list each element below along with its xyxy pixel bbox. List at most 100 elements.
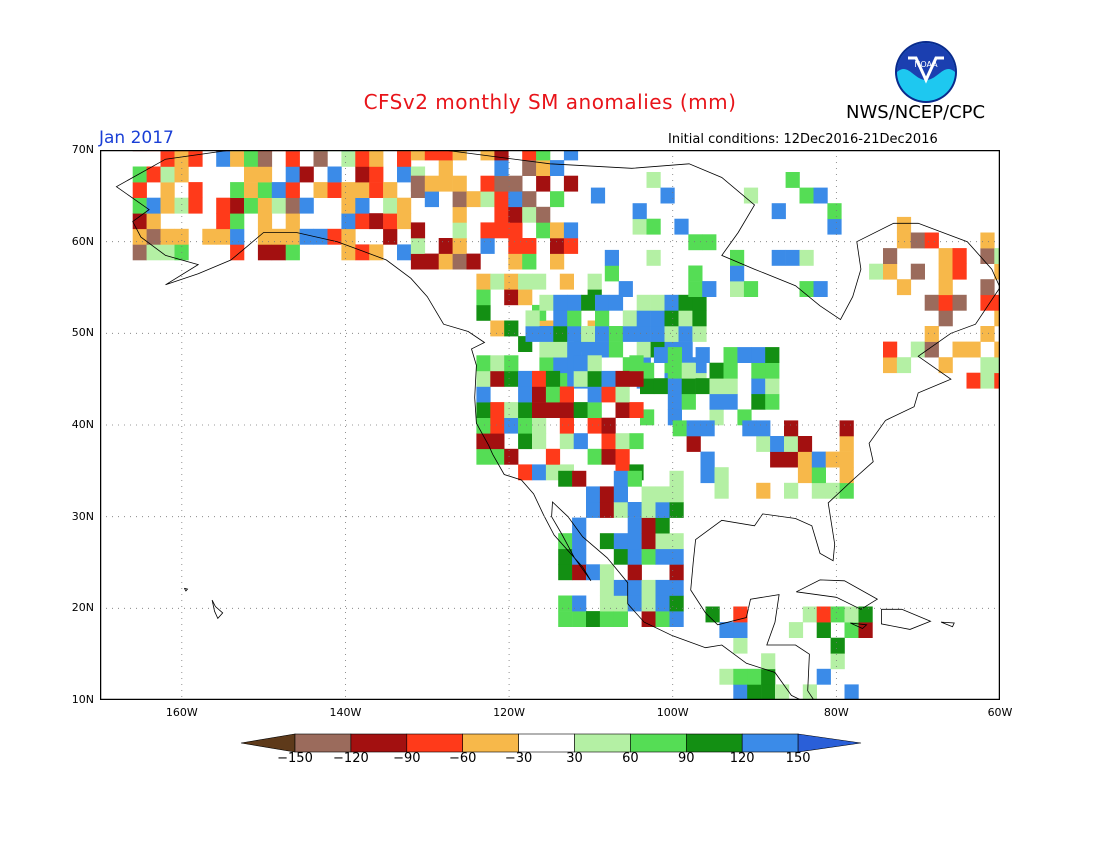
anomaly-cell [410, 175, 426, 192]
anomaly-cell [627, 595, 642, 612]
anomaly-cell [397, 150, 412, 167]
anomaly-cell [132, 213, 147, 230]
anomaly-cell [341, 244, 356, 261]
anomaly-cell [784, 482, 799, 499]
anomaly-cell [615, 433, 630, 450]
anomaly-cell [476, 417, 491, 434]
anomaly-cell [678, 294, 693, 311]
anomaly-cell [587, 448, 602, 465]
anomaly-cell [480, 222, 495, 239]
anomaly-cell [558, 470, 573, 487]
anomaly-cell [285, 150, 300, 167]
anomaly-cell [924, 341, 939, 358]
anomaly-cell [494, 160, 509, 176]
anomaly-cell [230, 197, 245, 214]
anomaly-cell [604, 265, 619, 282]
anomaly-cell [601, 433, 616, 450]
anomaly-cell [410, 222, 426, 239]
anomaly-cell [655, 611, 670, 627]
anomaly-cell [802, 684, 817, 700]
anomaly-cell [827, 218, 842, 235]
anomaly-cell [539, 341, 554, 358]
anomaly-cell [452, 206, 467, 223]
anomaly-cell [830, 637, 845, 654]
anomaly-cell [825, 482, 840, 499]
anomaly-cell [714, 467, 729, 484]
anomaly-cell [816, 622, 831, 638]
anomaly-cell [132, 228, 147, 245]
anomaly-cell [257, 166, 273, 183]
anomaly-cell [545, 402, 561, 418]
anomaly-cell [244, 197, 259, 214]
anomaly-cell [313, 182, 328, 198]
anomaly-cell [910, 341, 925, 358]
anomaly-cell [522, 160, 537, 176]
anomaly-cell [896, 232, 912, 249]
anomaly-cell [980, 248, 995, 264]
anomaly-cell [132, 182, 147, 198]
anomaly-cell [341, 182, 356, 198]
anomaly-cell [545, 464, 561, 481]
anomaly-cell [751, 347, 766, 363]
anomaly-cell [586, 564, 601, 581]
anomaly-cell [653, 347, 669, 363]
anomaly-cell [692, 326, 707, 342]
anomaly-cell [723, 378, 738, 395]
colorbar-tick-label: −120 [333, 751, 369, 766]
anomaly-cell [756, 482, 771, 499]
anomaly-cell [230, 213, 245, 230]
anomaly-cell [980, 294, 995, 311]
anomaly-cell [627, 564, 642, 581]
anomaly-cell [811, 467, 826, 484]
anomaly-cell [532, 386, 547, 403]
anomaly-cell [613, 548, 628, 565]
anomaly-cell [285, 197, 300, 214]
anomaly-cell [678, 341, 693, 358]
anomaly-cell [700, 451, 715, 468]
anomaly-cell [604, 249, 619, 266]
anomaly-cell [476, 289, 491, 306]
lon-label: 80W [823, 706, 849, 719]
anomaly-cell [910, 263, 925, 280]
anomaly-cell [747, 684, 762, 700]
anomaly-cell [655, 502, 670, 518]
anomaly-cell [438, 150, 453, 161]
colorbar-tick-label: −60 [448, 751, 477, 766]
anomaly-cell [839, 420, 854, 437]
anomaly-cell [737, 347, 752, 363]
anomaly-cell [938, 294, 953, 311]
anomaly-cell [539, 294, 554, 311]
anomaly-cell [476, 355, 491, 372]
anomaly-cell [797, 451, 813, 468]
anomaly-cell [667, 347, 682, 363]
anomaly-cell [452, 238, 467, 254]
anomaly-cell [508, 175, 523, 192]
anomaly-cell [558, 548, 573, 565]
anomaly-cell [825, 451, 840, 468]
anomaly-cell [784, 451, 799, 468]
anomaly-cell [230, 182, 245, 198]
anomaly-cell [669, 579, 684, 596]
anomaly-cell [672, 420, 687, 437]
anomaly-cell [641, 502, 656, 518]
anomaly-cell [508, 191, 523, 208]
anomaly-cell [587, 370, 602, 387]
island-outline [881, 608, 932, 630]
anomaly-cell [572, 533, 587, 550]
anomaly-cell [627, 579, 642, 596]
anomaly-cell [655, 548, 670, 565]
anomaly-cell [613, 611, 628, 627]
anomaly-cell [813, 281, 828, 297]
lat-label: 40N [71, 418, 94, 431]
anomaly-cell [285, 182, 300, 198]
anomaly-cell [664, 326, 679, 342]
anomaly-cell [132, 197, 147, 214]
anomaly-cell [669, 486, 684, 503]
anomaly-cell [438, 175, 453, 192]
island-outline [183, 587, 189, 592]
anomaly-cell [586, 486, 601, 503]
anomaly-cell [285, 166, 300, 183]
anomaly-cell [966, 341, 981, 358]
anomaly-cell [539, 357, 554, 374]
anomaly-cell [341, 197, 356, 214]
